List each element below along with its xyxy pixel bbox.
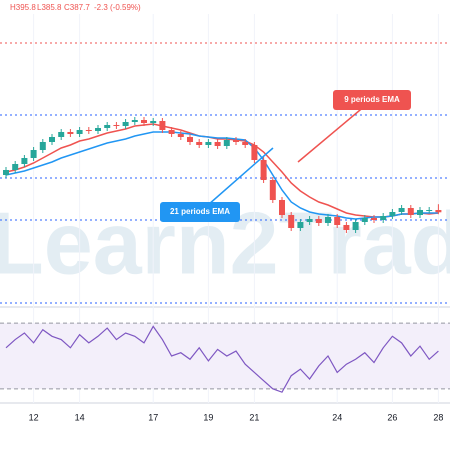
- candle-body: [325, 217, 331, 223]
- rsi-line: [5, 325, 439, 393]
- x-tick-label: 21: [249, 412, 259, 422]
- candle-body: [417, 210, 423, 215]
- candle-body: [288, 215, 295, 228]
- candle-body: [76, 130, 83, 134]
- ohlc-header: H395.8 L385.8 C387.7 -2.3 (-0.59%): [10, 3, 141, 12]
- candle-body: [297, 222, 304, 228]
- callout-box: [160, 202, 240, 222]
- candle-body: [141, 120, 147, 123]
- candle-body: [352, 222, 359, 230]
- candle-body: [306, 219, 313, 222]
- x-tick-label: 26: [387, 412, 397, 422]
- candle-body: [150, 121, 157, 123]
- candle-body: [104, 125, 111, 128]
- candle-body: [205, 142, 212, 145]
- candle-body: [361, 218, 368, 222]
- candle-body: [279, 200, 285, 215]
- candle-body: [371, 218, 377, 220]
- candle-body: [58, 132, 65, 137]
- candle-body: [168, 130, 175, 134]
- candle-body: [407, 208, 414, 215]
- candle-body: [3, 170, 9, 175]
- candle-body: [196, 142, 203, 145]
- candle-body: [49, 137, 55, 142]
- low: L385.8: [37, 3, 62, 12]
- candle-body: [389, 212, 396, 216]
- rsi-band: [0, 323, 450, 389]
- x-tick-label: 12: [29, 412, 39, 422]
- candle-body: [315, 219, 322, 223]
- x-tick-label: 14: [75, 412, 85, 422]
- candle-body: [39, 142, 46, 150]
- candle-body: [113, 125, 120, 126]
- candle-body: [380, 216, 387, 220]
- candle-body: [122, 122, 129, 126]
- candle-body: [131, 120, 138, 122]
- candle-body: [21, 158, 28, 164]
- candle-body: [223, 140, 230, 146]
- candle-body: [12, 164, 19, 170]
- candle-body: [67, 132, 74, 134]
- x-tick-label: 24: [332, 412, 342, 422]
- candle-body: [214, 142, 221, 146]
- x-tick-label: 28: [433, 412, 443, 422]
- candle-body: [251, 145, 258, 160]
- x-tick-label: 19: [203, 412, 213, 422]
- candle-body: [177, 134, 184, 137]
- candle-body: [159, 121, 166, 130]
- candle-body: [233, 140, 239, 142]
- candle-body: [343, 225, 350, 230]
- ema-line: [5, 131, 439, 220]
- candle-body: [435, 210, 442, 213]
- high: H395.8: [10, 3, 36, 12]
- candle-body: [95, 128, 101, 131]
- callout-label: 21 periods EMA: [170, 207, 230, 216]
- change: -2.3 (-0.59%): [94, 3, 141, 12]
- callout-line: [297, 99, 373, 163]
- close: C387.7: [64, 3, 90, 12]
- candle-body: [426, 210, 433, 211]
- candle-body: [85, 130, 92, 131]
- candle-body: [242, 142, 249, 145]
- callout-label: 9 periods EMA: [344, 95, 400, 104]
- candle-body: [398, 208, 405, 212]
- x-tick-label: 17: [148, 412, 158, 422]
- candle-body: [260, 160, 267, 180]
- ema-line: [5, 123, 439, 218]
- candle-body: [30, 150, 37, 158]
- callout-line: [199, 147, 274, 213]
- candle-body: [269, 180, 276, 200]
- candle-body: [334, 217, 341, 225]
- candle-body: [187, 137, 193, 142]
- callout-box: [333, 90, 411, 110]
